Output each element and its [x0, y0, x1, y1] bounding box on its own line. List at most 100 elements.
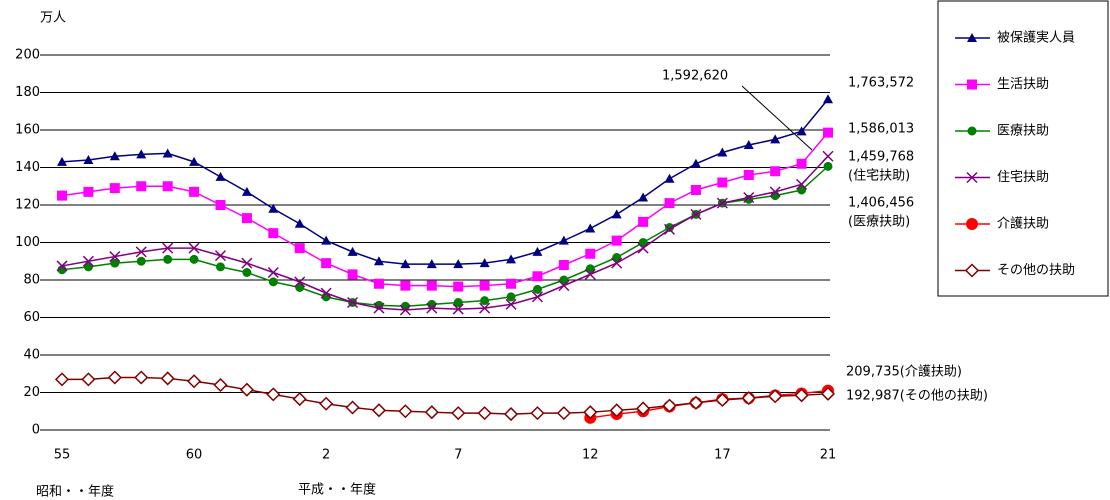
marker: [584, 268, 596, 280]
marker: [160, 371, 175, 386]
marker: [215, 262, 225, 272]
marker: [663, 223, 676, 235]
marker: [822, 150, 834, 162]
marker: [268, 277, 278, 287]
marker: [966, 218, 978, 230]
marker: [638, 238, 648, 247]
x-tick-label: 21: [820, 448, 837, 463]
marker: [426, 259, 437, 269]
marker: [964, 263, 980, 278]
marker: [424, 405, 439, 420]
marker: [531, 291, 543, 303]
marker: [612, 253, 622, 262]
marker: [294, 218, 305, 228]
legend-label: 介護扶助: [997, 216, 1049, 232]
marker: [558, 280, 570, 292]
y-tick-label: 160: [15, 123, 40, 138]
marker: [241, 257, 253, 269]
marker: [583, 405, 598, 420]
marker: [451, 406, 466, 421]
marker: [56, 260, 68, 272]
marker: [638, 192, 649, 202]
marker: [319, 396, 334, 411]
marker: [57, 190, 67, 201]
marker: [611, 235, 622, 246]
marker: [453, 259, 464, 269]
series-line: [61, 98, 829, 265]
marker: [241, 186, 252, 196]
marker: [266, 387, 281, 402]
marker: [347, 246, 358, 256]
legend-label: 被保護実人員: [997, 30, 1075, 46]
series-line: [590, 389, 829, 419]
y-tick-label: 180: [15, 85, 40, 100]
marker: [796, 126, 807, 136]
marker: [770, 134, 781, 144]
marker: [532, 271, 543, 282]
annotation: 192,987(その他の扶助): [846, 389, 988, 404]
y-unit: 万人: [40, 11, 66, 26]
marker: [717, 147, 728, 157]
annotation: 209,735(介護扶助): [846, 364, 962, 380]
marker: [135, 246, 147, 258]
marker: [294, 243, 305, 254]
y-tick-label: 40: [23, 348, 40, 363]
marker: [717, 177, 728, 188]
marker: [213, 377, 228, 393]
marker: [688, 395, 703, 410]
annotation: 1,592,620: [662, 69, 728, 84]
marker: [585, 223, 596, 233]
marker: [453, 298, 463, 307]
marker: [743, 170, 754, 180]
marker: [505, 298, 517, 310]
marker: [609, 403, 624, 418]
marker: [347, 296, 359, 309]
marker: [373, 302, 385, 314]
annotation: 1,763,572: [848, 76, 914, 91]
marker: [162, 242, 174, 254]
marker: [241, 213, 252, 224]
marker: [188, 242, 200, 254]
marker: [399, 304, 411, 316]
marker: [136, 181, 147, 192]
y-tick-label: 60: [23, 310, 40, 325]
marker: [664, 198, 675, 209]
marker: [163, 254, 173, 264]
marker: [611, 209, 622, 219]
marker: [453, 281, 464, 292]
marker: [585, 264, 595, 274]
marker: [426, 280, 437, 291]
marker: [109, 251, 121, 263]
marker: [506, 292, 516, 302]
marker: [611, 257, 623, 269]
marker: [967, 126, 977, 136]
marker: [426, 302, 438, 314]
marker: [347, 269, 358, 280]
legend-label: 住宅扶助: [997, 170, 1049, 185]
annotation: 1,586,013: [848, 122, 914, 137]
marker: [109, 183, 120, 194]
marker: [715, 392, 730, 408]
y-tick-label: 120: [15, 198, 40, 213]
marker: [716, 197, 728, 209]
marker: [797, 185, 807, 195]
marker: [796, 158, 807, 169]
marker: [664, 173, 675, 183]
marker: [242, 268, 252, 277]
y-tick-label: 80: [23, 273, 40, 288]
marker: [480, 296, 490, 306]
marker: [967, 33, 977, 42]
marker: [768, 389, 783, 404]
marker: [477, 406, 492, 421]
marker: [294, 276, 306, 288]
legend-label: その他の扶助: [997, 263, 1075, 278]
marker: [690, 158, 701, 168]
annotation: (医療扶助): [848, 215, 910, 230]
marker: [215, 200, 226, 210]
marker: [665, 223, 675, 232]
y-tick-label: 0: [32, 423, 40, 438]
legend-label: 医療扶助: [997, 124, 1049, 139]
marker: [371, 403, 387, 418]
annotation: 1,459,768: [848, 150, 914, 165]
